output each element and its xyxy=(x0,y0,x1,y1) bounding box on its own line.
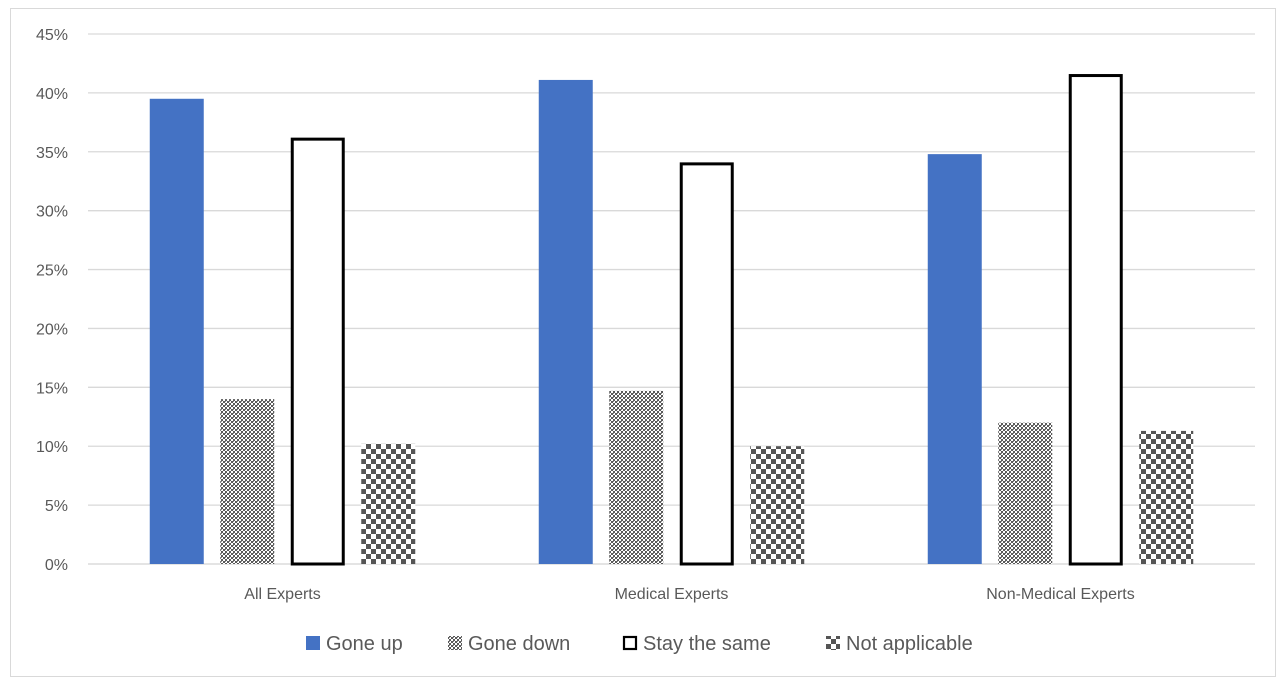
legend-label: Stay the same xyxy=(643,633,771,655)
bar-gone-up xyxy=(927,154,982,564)
y-tick-label: 10% xyxy=(36,439,68,456)
legend-label: Not applicable xyxy=(846,633,973,655)
bar-stay-the-same xyxy=(679,162,734,566)
bars xyxy=(149,74,1194,566)
legend-swatch xyxy=(306,636,320,650)
bar-stay-the-same xyxy=(290,137,345,566)
bar-chart: 0% 5% 10% 15% 20% 25% 30% 35% 40% 45% All Experts… xyxy=(36,27,1255,655)
bar-gone-up xyxy=(538,79,593,564)
y-axis-labels: 0% 5% 10% 15% 20% 25% 30% 35% 40% 45% xyxy=(36,27,68,574)
y-tick-label: 0% xyxy=(45,557,68,574)
legend-item: Gone down xyxy=(448,633,570,655)
legend: Gone up Gone down Stay the same Not applica… xyxy=(306,633,973,655)
legend-swatch xyxy=(826,636,840,650)
bar-gone-down xyxy=(220,399,275,564)
legend-label: Gone up xyxy=(326,633,403,655)
bar-gone-down xyxy=(998,422,1053,564)
y-tick-label: 45% xyxy=(36,27,68,44)
y-tick-label: 25% xyxy=(36,263,68,280)
legend-item: Not applicable xyxy=(826,633,973,655)
bar-not-applicable xyxy=(1139,430,1194,564)
y-tick-label: 30% xyxy=(36,204,68,221)
y-tick-label: 20% xyxy=(36,321,68,338)
x-category-label: All Experts xyxy=(244,586,320,603)
x-category-label: Medical Experts xyxy=(615,586,729,603)
y-tick-label: 35% xyxy=(36,145,68,162)
bar-not-applicable xyxy=(361,443,416,564)
x-category-label: Non-Medical Experts xyxy=(986,586,1135,603)
bar-gone-down xyxy=(609,390,664,564)
legend-item: Stay the same xyxy=(622,633,771,655)
y-tick-label: 5% xyxy=(45,498,68,515)
y-tick-label: 40% xyxy=(36,86,68,103)
bar-stay-the-same xyxy=(1068,74,1123,566)
legend-swatch xyxy=(622,635,638,651)
gridlines xyxy=(88,33,1255,565)
y-tick-label: 15% xyxy=(36,380,68,397)
legend-item: Gone up xyxy=(306,633,403,655)
bar-not-applicable xyxy=(750,446,805,564)
chart-frame: 0% 5% 10% 15% 20% 25% 30% 35% 40% 45% All Experts… xyxy=(10,8,1276,677)
x-axis-labels: All Experts Medical Experts Non-Medical Ex… xyxy=(244,586,1134,603)
legend-label: Gone down xyxy=(468,633,570,655)
bar-gone-up xyxy=(149,98,204,565)
legend-swatch xyxy=(448,636,462,650)
